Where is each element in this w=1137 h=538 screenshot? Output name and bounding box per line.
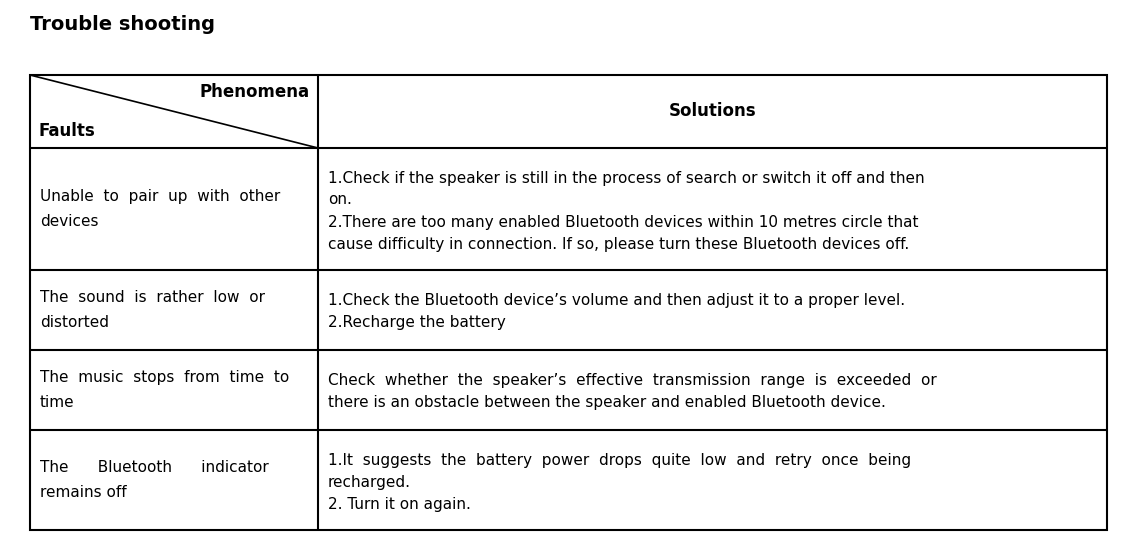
Text: 1.Check the Bluetooth device’s volume and then adjust it to a proper level.: 1.Check the Bluetooth device’s volume an… <box>327 294 905 308</box>
Text: The  music  stops  from  time  to
time: The music stops from time to time <box>40 370 289 410</box>
Text: on.: on. <box>327 193 351 208</box>
Bar <box>30 75 1107 530</box>
Text: Solutions: Solutions <box>669 103 756 121</box>
Text: 2. Turn it on again.: 2. Turn it on again. <box>327 497 471 512</box>
Text: 2.Recharge the battery: 2.Recharge the battery <box>327 315 506 330</box>
Text: Trouble shooting: Trouble shooting <box>30 15 215 34</box>
Text: Faults: Faults <box>38 122 94 140</box>
Text: The  sound  is  rather  low  or
distorted: The sound is rather low or distorted <box>40 290 265 330</box>
Text: cause difficulty in connection. If so, please turn these Bluetooth devices off.: cause difficulty in connection. If so, p… <box>327 237 910 251</box>
Text: 1.Check if the speaker is still in the process of search or switch it off and th: 1.Check if the speaker is still in the p… <box>327 171 924 186</box>
Text: Check  whether  the  speaker’s  effective  transmission  range  is  exceeded  or: Check whether the speaker’s effective tr… <box>327 373 937 388</box>
Text: recharged.: recharged. <box>327 475 410 490</box>
Text: 2.There are too many enabled Bluetooth devices within 10 metres circle that: 2.There are too many enabled Bluetooth d… <box>327 215 919 230</box>
Text: 1.It  suggests  the  battery  power  drops  quite  low  and  retry  once  being: 1.It suggests the battery power drops qu… <box>327 452 911 468</box>
Text: there is an obstacle between the speaker and enabled Bluetooth device.: there is an obstacle between the speaker… <box>327 395 886 410</box>
Text: Unable  to  pair  up  with  other
devices: Unable to pair up with other devices <box>40 189 280 229</box>
Text: Phenomena: Phenomena <box>200 83 310 101</box>
Text: The      Bluetooth      indicator
remains off: The Bluetooth indicator remains off <box>40 460 268 500</box>
